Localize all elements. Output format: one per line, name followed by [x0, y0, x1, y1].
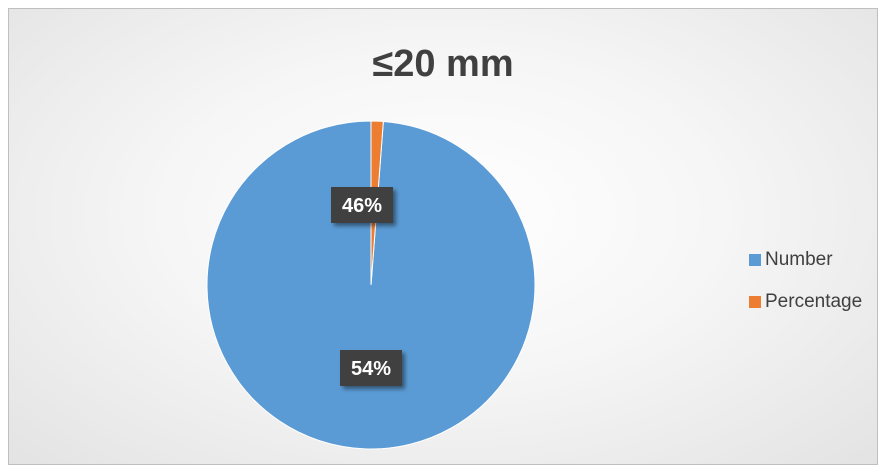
legend-label-percentage: Percentage: [765, 291, 863, 312]
data-label-number: 54%: [340, 350, 402, 386]
legend-label-number: Number: [765, 249, 833, 270]
svg-text:54%: 54%: [351, 358, 391, 380]
chart-area: ≤20 mm 54% 46% Number Percentage: [8, 8, 878, 465]
legend: Number Percentage: [749, 249, 862, 333]
legend-swatch-number: [749, 254, 761, 266]
legend-item-number: Number: [749, 249, 862, 271]
data-label-percentage: 46%: [331, 187, 393, 223]
chart-title: ≤20 mm: [372, 43, 514, 85]
svg-text:46%: 46%: [342, 195, 382, 217]
pie-chart: 54% 46%: [206, 120, 536, 450]
legend-item-percentage: Percentage: [749, 291, 862, 313]
legend-swatch-percentage: [749, 296, 761, 308]
